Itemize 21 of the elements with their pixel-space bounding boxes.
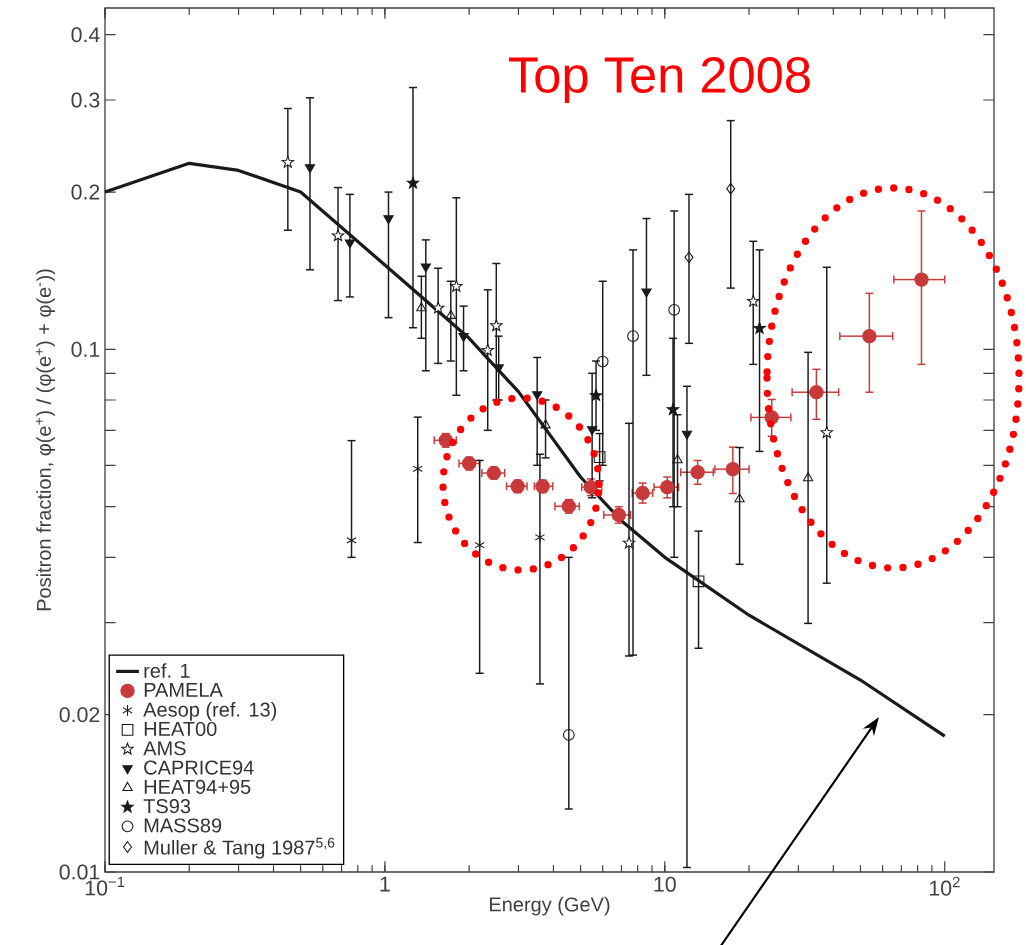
- legend-label: AMS: [143, 741, 186, 756]
- annotation: Top Ten 2008: [509, 57, 810, 103]
- legend-label: MASS89: [144, 818, 222, 833]
- legend-label: HEAT94+95: [144, 779, 251, 794]
- y-tick-label: 0.2: [71, 184, 100, 200]
- legend-label: ref. 1: [144, 663, 190, 678]
- legend-label: Aesop (ref. 13): [143, 702, 277, 721]
- x-tick-label: 10: [654, 876, 676, 892]
- x-axis-title: Energy (GeV): [490, 896, 610, 916]
- legend-label: HEAT00: [144, 721, 217, 737]
- y-tick-label: 0.02: [59, 707, 100, 723]
- y-tick-label: 0.3: [71, 92, 100, 108]
- x-tick-label: 1: [380, 876, 390, 892]
- legend-label: CAPRICE94: [144, 760, 254, 775]
- y-axis-title: Positron fraction, φ(e$^{+}$) / (φ(e$^{+}$) + φ(e$^{-}$)): [35, 269, 55, 611]
- legend-label: TS93: [143, 799, 191, 814]
- x-tick-label: 10$^{2}$: [929, 876, 960, 896]
- legend-label: Muller & Tang 1987$^{5,6}$: [144, 837, 335, 859]
- y-tick-label: 0.4: [71, 27, 100, 43]
- legend-label: PAMELA: [144, 682, 223, 697]
- y-tick-label: 0.1: [71, 341, 100, 357]
